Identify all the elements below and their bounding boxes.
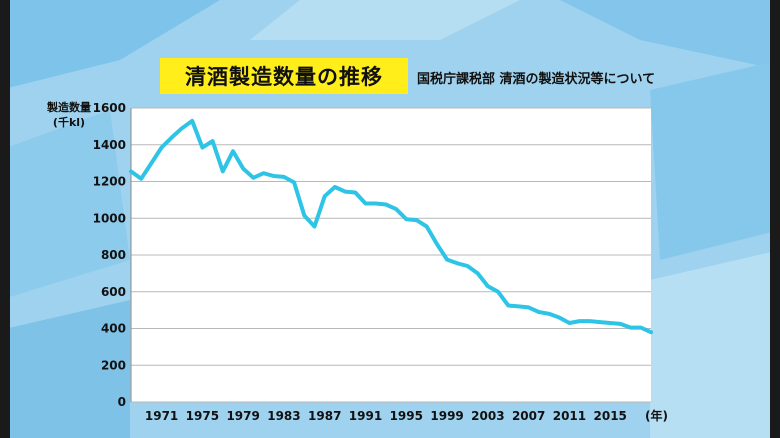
data-point bbox=[506, 303, 510, 308]
data-point bbox=[649, 330, 653, 334]
data-point bbox=[292, 180, 296, 185]
y-axis-label-line2: (千kl) bbox=[52, 116, 86, 129]
data-point bbox=[333, 185, 337, 189]
data-point bbox=[302, 213, 306, 218]
data-point bbox=[404, 217, 408, 221]
data-point bbox=[272, 174, 276, 178]
data-point bbox=[435, 242, 439, 246]
data-point bbox=[476, 271, 480, 275]
x-tick-label: 2015 bbox=[594, 409, 627, 423]
data-point bbox=[445, 257, 449, 262]
x-tick-label: 2011 bbox=[553, 409, 586, 423]
data-point bbox=[221, 169, 225, 173]
data-point bbox=[486, 284, 490, 288]
data-point bbox=[343, 190, 347, 194]
data-point bbox=[231, 149, 235, 153]
y-tick-label: 200 bbox=[101, 358, 126, 372]
data-point bbox=[312, 224, 317, 229]
y-tick-label: 1400 bbox=[93, 138, 126, 152]
x-axis-unit: (年) bbox=[645, 408, 668, 423]
data-point bbox=[363, 201, 368, 206]
data-point bbox=[129, 169, 133, 173]
chart-title: 清酒製造数量の推移 bbox=[185, 65, 383, 89]
x-tick-label: 1991 bbox=[349, 409, 382, 423]
y-tick-label: 400 bbox=[101, 322, 126, 336]
y-tick-label: 1200 bbox=[93, 175, 126, 189]
data-point bbox=[527, 305, 531, 309]
data-point bbox=[210, 139, 215, 143]
data-point bbox=[588, 319, 592, 323]
x-tick-label: 1987 bbox=[308, 409, 341, 423]
x-tick-label: 2007 bbox=[512, 409, 545, 423]
source-note: 国税庁課税部 清酒の製造状況等について bbox=[417, 72, 656, 87]
y-axis-label: 製造数量 (千kl) bbox=[40, 100, 98, 130]
data-point bbox=[516, 304, 521, 309]
data-point bbox=[608, 321, 612, 325]
data-point bbox=[618, 322, 623, 326]
y-tick-label: 1600 bbox=[93, 101, 126, 115]
data-point bbox=[425, 224, 429, 229]
data-point bbox=[557, 315, 561, 320]
grid-lines bbox=[130, 107, 651, 403]
data-point bbox=[394, 207, 398, 211]
data-point bbox=[598, 320, 602, 324]
data-point bbox=[414, 218, 419, 222]
data-point bbox=[547, 312, 551, 316]
data-point bbox=[139, 177, 143, 181]
y-tick-labels: 0 200 400 600 800 1000 1200 1400 1600 bbox=[93, 101, 126, 409]
data-point bbox=[170, 135, 174, 139]
data-point bbox=[323, 194, 327, 198]
data-point bbox=[465, 264, 470, 268]
x-tick-label: 1975 bbox=[186, 409, 219, 423]
data-point bbox=[180, 126, 184, 130]
data-point bbox=[190, 119, 194, 123]
data-point bbox=[353, 190, 357, 195]
data-point bbox=[149, 161, 153, 165]
data-point bbox=[537, 310, 541, 314]
data-points bbox=[129, 119, 653, 334]
data-point bbox=[496, 290, 500, 294]
data-point bbox=[567, 321, 572, 325]
data-point bbox=[639, 325, 643, 330]
x-tick-label: 1999 bbox=[430, 409, 463, 423]
series-line bbox=[129, 118, 653, 335]
x-tick-label: 1979 bbox=[226, 409, 259, 423]
x-tick-labels: 1971 1975 1979 1983 1987 1991 1995 1999 2003 2007… bbox=[145, 409, 627, 423]
data-point bbox=[629, 325, 633, 330]
data-point bbox=[578, 319, 582, 323]
y-tick-label: 1000 bbox=[93, 211, 126, 225]
data-point bbox=[200, 145, 204, 150]
data-point bbox=[282, 175, 286, 179]
y-tick-label: 800 bbox=[101, 248, 126, 262]
y-tick-label: 600 bbox=[101, 285, 126, 299]
y-axis-label-line1: 製造数量 bbox=[47, 101, 91, 114]
data-point bbox=[251, 176, 255, 180]
data-point bbox=[159, 145, 164, 150]
data-point bbox=[455, 261, 459, 265]
data-point bbox=[374, 201, 378, 206]
data-point bbox=[241, 167, 245, 171]
x-tick-label: 1971 bbox=[145, 409, 178, 423]
chart-title-box: 清酒製造数量の推移 bbox=[160, 58, 408, 94]
data-point bbox=[384, 202, 388, 207]
y-tick-label: 0 bbox=[118, 395, 126, 409]
x-tick-label: 1995 bbox=[390, 409, 423, 423]
x-tick-label: 2003 bbox=[471, 409, 504, 423]
x-tick-label: 1983 bbox=[267, 409, 300, 423]
data-point bbox=[261, 171, 266, 175]
